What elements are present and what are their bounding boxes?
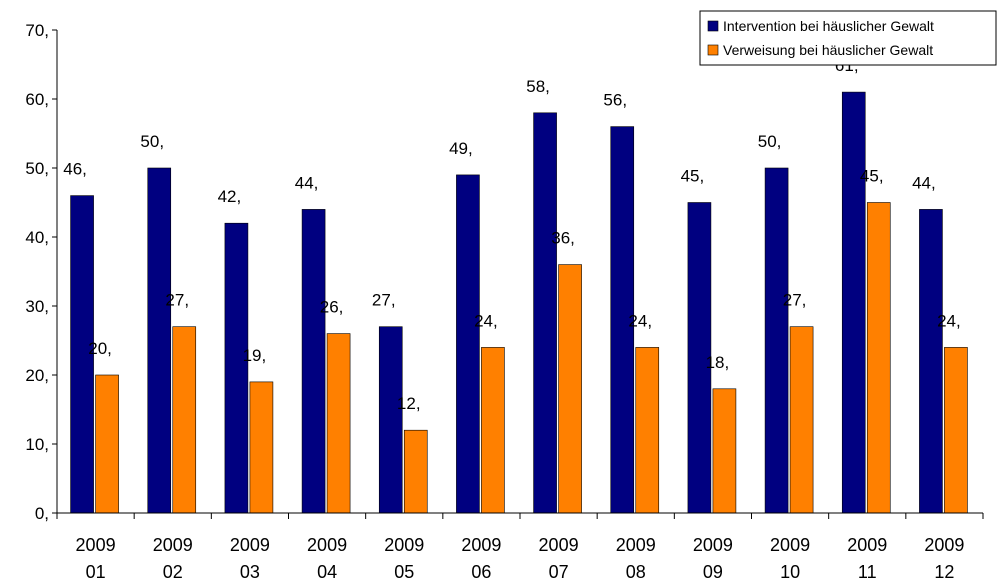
y-tick-label: 30,	[25, 297, 49, 316]
bar-series-1-cat-5	[378, 326, 403, 514]
x-tick-label: 05	[394, 562, 414, 582]
x-tick-label: 03	[240, 562, 260, 582]
data-label-series-1-cat-10: 50,	[758, 132, 782, 151]
data-label-series-1-cat-12: 44,	[912, 173, 936, 192]
bar-series-1-cat-3	[224, 222, 249, 514]
data-label-series-2-cat-11: 45,	[860, 167, 884, 186]
data-label-series-2-cat-7: 36,	[551, 229, 575, 248]
x-tick-label: 02	[163, 562, 183, 582]
x-tick-label: 2009	[539, 535, 579, 555]
data-label-series-1-cat-8: 56,	[603, 91, 627, 110]
x-tick-label: 2009	[770, 535, 810, 555]
data-label-series-2-cat-10: 27,	[783, 291, 807, 310]
bar-series-2-cat-4	[326, 333, 351, 514]
data-label-series-2-cat-4: 26,	[320, 298, 344, 317]
legend-swatch-1	[707, 20, 719, 32]
y-tick-label: 60,	[25, 90, 49, 109]
bar-series-2-cat-7	[558, 264, 582, 514]
y-tick-label: 10,	[25, 435, 49, 454]
x-tick-label: 07	[549, 562, 569, 582]
axes-layer: 0, 10, 20, 30, 40, 50, 60, 70, 2009 01 2009 02 2009 0…	[25, 21, 984, 582]
y-tick-label: 50,	[25, 159, 49, 178]
x-tick-label: 04	[317, 562, 337, 582]
bar-series-2-cat-5	[403, 429, 428, 514]
y-tick-label: 40,	[25, 228, 49, 247]
bar-series-1-cat-12	[919, 209, 943, 514]
x-tick-label: 2009	[461, 535, 501, 555]
legend-label-1: Intervention bei häuslicher Gewalt	[723, 18, 934, 34]
x-tick-label: 2009	[693, 535, 733, 555]
bar-series-2-cat-9	[712, 388, 737, 514]
bar-series-1-cat-2	[147, 167, 172, 514]
bar-series-1-cat-4	[301, 209, 326, 514]
y-tick-label: 70,	[25, 21, 49, 40]
data-label-series-2-cat-5: 12,	[397, 394, 421, 413]
data-label-series-2-cat-8: 24,	[628, 311, 652, 330]
bar-series-2-cat-1	[95, 374, 119, 514]
bar-series-2-cat-2	[172, 326, 197, 514]
x-tick-label: 2009	[76, 535, 116, 555]
legend-swatch-2	[707, 44, 719, 56]
x-tick-label: 2009	[924, 535, 964, 555]
x-tick-label: 2009	[384, 535, 424, 555]
x-tick-label: 06	[471, 562, 491, 582]
x-tick-label: 2009	[230, 535, 270, 555]
data-label-series-2-cat-12: 24,	[937, 311, 961, 330]
data-label-series-1-cat-1: 46,	[63, 160, 87, 179]
x-tick-label: 01	[86, 562, 106, 582]
data-label-series-2-cat-1: 20,	[88, 339, 112, 358]
bar-series-2-cat-6	[481, 347, 505, 514]
bar-series-1-cat-6	[456, 174, 480, 514]
data-label-series-2-cat-2: 27,	[165, 291, 189, 310]
bar-series-1-cat-11	[841, 91, 866, 514]
legend: Intervention bei häuslicher Gewalt Verwei…	[699, 10, 997, 66]
x-tick-label: 12	[934, 562, 954, 582]
bar-series-2-cat-12	[944, 347, 968, 514]
data-label-series-1-cat-4: 44,	[295, 173, 319, 192]
y-tick-label: 0,	[35, 504, 49, 523]
data-label-series-2-cat-9: 18,	[706, 353, 730, 372]
x-tick-label: 10	[780, 562, 800, 582]
legend-label-2: Verweisung bei häuslicher Gewalt	[723, 42, 933, 58]
legend-box	[699, 10, 997, 66]
bars-layer	[70, 91, 968, 514]
y-tick-label: 20,	[25, 366, 49, 385]
data-label-series-1-cat-6: 49,	[449, 139, 473, 158]
data-label-series-1-cat-3: 42,	[218, 187, 242, 206]
bar-series-2-cat-10	[789, 326, 814, 514]
bar-series-1-cat-7	[533, 112, 557, 514]
bar-series-2-cat-8	[635, 347, 660, 514]
bar-series-2-cat-11	[866, 202, 891, 514]
data-label-series-1-cat-9: 45,	[681, 167, 705, 186]
data-labels-layer: 46, 20, 50, 27, 42, 19, 44, 26, 27, 12, 49, 24, 58, 3…	[63, 56, 960, 413]
bar-series-1-cat-10	[764, 167, 789, 514]
data-label-series-1-cat-7: 58,	[526, 77, 550, 96]
x-tick-label: 08	[626, 562, 646, 582]
x-tick-label: 2009	[153, 535, 193, 555]
data-label-series-2-cat-6: 24,	[474, 311, 498, 330]
x-tick-label: 2009	[307, 535, 347, 555]
x-tick-label: 2009	[847, 535, 887, 555]
x-tick-label: 2009	[616, 535, 656, 555]
data-label-series-1-cat-2: 50,	[140, 132, 164, 151]
x-tick-label: 11	[858, 562, 877, 582]
data-label-series-1-cat-5: 27,	[372, 291, 396, 310]
x-tick-label: 09	[703, 562, 723, 582]
data-label-series-2-cat-3: 19,	[243, 346, 267, 365]
bar-series-2-cat-3	[249, 381, 274, 514]
